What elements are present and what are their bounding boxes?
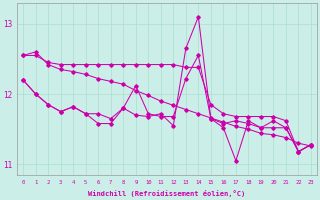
X-axis label: Windchill (Refroidissement éolien,°C): Windchill (Refroidissement éolien,°C) [88,190,246,197]
